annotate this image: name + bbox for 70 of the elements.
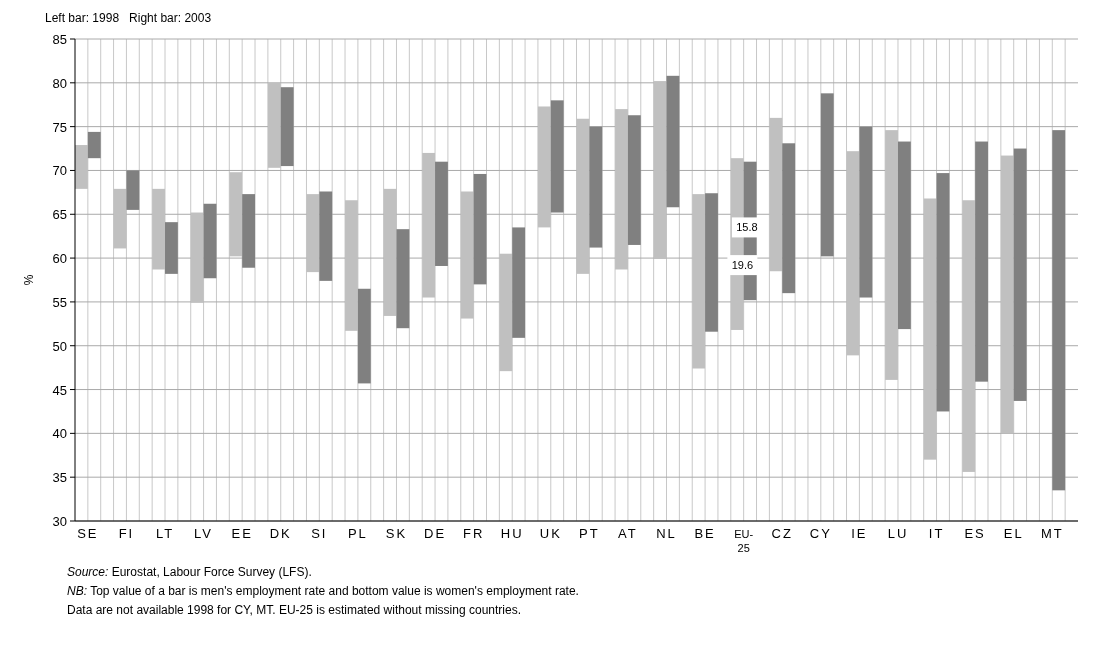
x-tick-label: MT xyxy=(1040,526,1064,541)
x-tick-label: EL xyxy=(1003,526,1024,541)
x-tick-label: FI xyxy=(118,526,135,541)
x-tick-label: EU-25 xyxy=(734,528,754,554)
bar xyxy=(396,229,410,329)
x-tick-label: CY xyxy=(809,526,832,541)
x-tick-label: SK xyxy=(385,526,408,541)
y-tick-label: 70 xyxy=(52,163,67,179)
x-tick-label: PL xyxy=(347,526,368,541)
x-tick-label: DK xyxy=(269,526,292,541)
y-axis-title: % xyxy=(22,274,36,286)
x-tick-label: IT xyxy=(928,526,945,541)
x-tick-label: SI xyxy=(311,526,328,541)
bar xyxy=(820,93,834,257)
y-tick-label: 85 xyxy=(52,32,67,47)
x-tick-label: FR xyxy=(462,526,485,541)
bar xyxy=(203,203,217,279)
bar xyxy=(1052,130,1066,491)
x-tick-label: UK xyxy=(539,526,562,541)
bar xyxy=(782,143,796,294)
text: Data are not available 1998 for CY, MT. EU-25 is estimated without missing countries. xyxy=(67,603,521,617)
bar xyxy=(435,161,448,266)
source-note: Source: Eurostat, Labour Force Survey (LFS). xyxy=(67,565,312,579)
y-tick-label: 80 xyxy=(52,75,67,91)
y-tick-label: 55 xyxy=(52,294,67,310)
bar xyxy=(589,126,603,248)
bar xyxy=(473,173,487,285)
x-tick-label: LT xyxy=(155,526,175,541)
y-tick-label: 50 xyxy=(52,338,67,354)
x-tick-label: LV xyxy=(194,526,214,541)
bar xyxy=(975,141,988,382)
bar xyxy=(357,288,371,384)
x-tick-label: DE xyxy=(424,526,447,541)
y-tick-label: 30 xyxy=(52,514,67,529)
x-tick-label: IE xyxy=(851,526,868,541)
x-tick-label: EE xyxy=(231,526,253,541)
x-tick-label: NL xyxy=(656,526,677,541)
bar xyxy=(87,131,101,159)
bar xyxy=(1013,148,1027,401)
bar xyxy=(512,227,526,338)
bar xyxy=(165,222,178,274)
x-tick-label: ES xyxy=(964,526,986,541)
x-tick-label: CZ xyxy=(771,526,793,541)
x-tick-label: PT xyxy=(579,526,600,541)
bar xyxy=(280,87,294,167)
bar xyxy=(705,193,718,332)
text: NB: Top value of a bar is men's employment rate and bottom value is women's employment rate. xyxy=(67,584,579,598)
y-tick-label: 65 xyxy=(52,207,67,223)
bar xyxy=(627,115,641,245)
annotation: 15.8 xyxy=(736,221,758,234)
bar xyxy=(666,75,680,208)
bar xyxy=(897,141,911,330)
bar xyxy=(319,191,333,281)
y-tick-label: 75 xyxy=(52,119,67,135)
y-tick-label: 35 xyxy=(52,470,67,486)
x-tick-label: AT xyxy=(618,526,638,541)
y-tick-label: 40 xyxy=(52,426,67,442)
chart-subtitle: Left bar: 1998 Right bar: 2003 xyxy=(45,11,212,25)
bar xyxy=(936,173,950,412)
y-tick-label: 45 xyxy=(52,382,67,398)
x-tick-label: HU xyxy=(500,526,524,541)
bar xyxy=(550,100,564,213)
y-tick-label: 60 xyxy=(52,251,67,267)
x-tick-label: LU xyxy=(887,526,909,541)
annotation: 19.6 xyxy=(731,259,754,272)
bar xyxy=(242,194,256,268)
bar xyxy=(126,170,140,210)
bar xyxy=(859,126,873,298)
x-tick-label: SE xyxy=(77,526,99,541)
x-tick-label: BE xyxy=(694,526,716,541)
